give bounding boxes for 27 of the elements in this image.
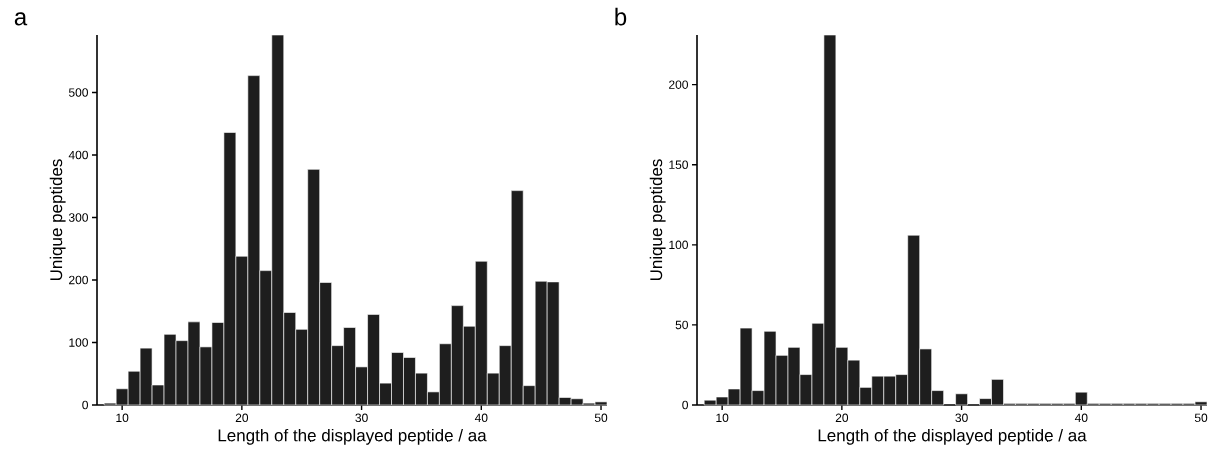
x-tick-label: 30 xyxy=(955,413,968,423)
y-tick-label: 200 xyxy=(669,80,689,89)
chart-title: b xyxy=(615,7,627,26)
y-tick-label: 0 xyxy=(82,400,89,410)
x-tick-label: 50 xyxy=(1194,413,1208,423)
y-tick-label: 100 xyxy=(669,240,689,250)
y-axis-title: Unique peptides xyxy=(649,159,666,281)
y-tick-label: 200 xyxy=(69,275,88,285)
y-tick-label: 50 xyxy=(675,320,689,330)
y-tick-label: 500 xyxy=(68,88,88,97)
x-tick-label: 40 xyxy=(1074,413,1088,423)
x-axis-title: Length of the displayed peptide / aa xyxy=(218,428,487,445)
x-tick-label: 10 xyxy=(116,413,129,423)
x-axis-title: Length of the displayed peptide / aa xyxy=(818,428,1087,445)
chart-title: a xyxy=(14,12,28,26)
x-tick-label: 10 xyxy=(716,413,729,423)
y-tick-label: 150 xyxy=(669,160,689,169)
y-axis-title: Unique peptides xyxy=(49,159,66,281)
x-tick-label: 50 xyxy=(594,413,608,423)
y-tick-label: 0 xyxy=(682,400,689,410)
x-tick-label: 40 xyxy=(474,413,488,423)
y-tick-label: 300 xyxy=(68,213,88,222)
x-tick-label: 30 xyxy=(355,413,368,423)
x-tick-label: 20 xyxy=(835,413,849,423)
x-tick-label: 20 xyxy=(235,413,249,423)
y-tick-label: 400 xyxy=(68,150,88,160)
y-tick-label: 100 xyxy=(69,338,88,347)
